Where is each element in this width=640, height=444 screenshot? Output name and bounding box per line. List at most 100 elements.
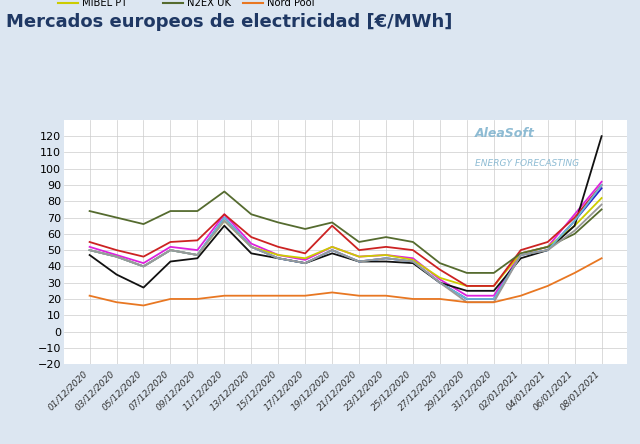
EPEX SPOT FR bbox=[517, 251, 525, 256]
N2EX UK bbox=[409, 239, 417, 245]
IPEX IT bbox=[409, 247, 417, 253]
MIBEL PT bbox=[382, 252, 390, 258]
Line: MIBEL ES: MIBEL ES bbox=[90, 136, 602, 291]
Nord Pool bbox=[248, 293, 255, 298]
MIBEL ES bbox=[409, 261, 417, 266]
EPEX SPOT BE bbox=[140, 264, 147, 269]
N2EX UK bbox=[598, 207, 605, 212]
EPEX SPOT FR bbox=[598, 179, 605, 184]
Line: EPEX SPOT NL: EPEX SPOT NL bbox=[90, 205, 602, 302]
IPEX IT bbox=[140, 254, 147, 259]
Line: EPEX SPOT FR: EPEX SPOT FR bbox=[90, 182, 602, 296]
IPEX IT bbox=[598, 182, 605, 188]
N2EX UK bbox=[221, 189, 228, 194]
EPEX SPOT FR bbox=[382, 252, 390, 258]
MIBEL ES bbox=[382, 259, 390, 264]
EPEX SPOT FR bbox=[275, 252, 282, 258]
MIBEL ES bbox=[544, 247, 552, 253]
MIBEL PT bbox=[355, 254, 363, 259]
EPEX SPOT BE bbox=[355, 259, 363, 264]
EPEX SPOT BE bbox=[86, 247, 93, 253]
Nord Pool bbox=[571, 270, 579, 276]
Nord Pool bbox=[140, 303, 147, 308]
MIBEL ES bbox=[140, 285, 147, 290]
EPEX SPOT BE bbox=[490, 296, 498, 301]
N2EX UK bbox=[193, 208, 201, 214]
EPEX SPOT FR bbox=[221, 212, 228, 217]
EPEX SPOT FR bbox=[355, 254, 363, 259]
MIBEL ES bbox=[598, 134, 605, 139]
MIBEL PT bbox=[113, 254, 120, 259]
N2EX UK bbox=[436, 261, 444, 266]
Nord Pool bbox=[113, 300, 120, 305]
MIBEL ES bbox=[248, 251, 255, 256]
MIBEL PT bbox=[301, 256, 309, 261]
N2EX UK bbox=[355, 239, 363, 245]
MIBEL PT bbox=[86, 247, 93, 253]
EPEX SPOT DE bbox=[598, 186, 605, 191]
IPEX IT bbox=[571, 215, 579, 220]
EPEX SPOT FR bbox=[571, 212, 579, 217]
EPEX SPOT NL bbox=[166, 247, 174, 253]
EPEX SPOT BE bbox=[409, 259, 417, 264]
EPEX SPOT BE bbox=[301, 261, 309, 266]
MIBEL ES bbox=[517, 256, 525, 261]
EPEX SPOT DE bbox=[86, 247, 93, 253]
EPEX SPOT NL bbox=[355, 259, 363, 264]
EPEX SPOT NL bbox=[140, 264, 147, 269]
Nord Pool bbox=[436, 296, 444, 301]
EPEX SPOT BE bbox=[598, 182, 605, 188]
EPEX SPOT FR bbox=[248, 241, 255, 246]
EPEX SPOT BE bbox=[166, 247, 174, 253]
EPEX SPOT BE bbox=[382, 256, 390, 261]
N2EX UK bbox=[517, 251, 525, 256]
EPEX SPOT BE bbox=[436, 280, 444, 285]
Line: MIBEL PT: MIBEL PT bbox=[90, 198, 602, 286]
MIBEL PT bbox=[275, 252, 282, 258]
IPEX IT bbox=[86, 239, 93, 245]
EPEX SPOT DE bbox=[140, 264, 147, 269]
Nord Pool bbox=[193, 296, 201, 301]
EPEX SPOT BE bbox=[328, 247, 336, 253]
MIBEL PT bbox=[544, 244, 552, 250]
EPEX SPOT NL bbox=[571, 228, 579, 233]
IPEX IT bbox=[517, 247, 525, 253]
Nord Pool bbox=[301, 293, 309, 298]
Nord Pool bbox=[490, 300, 498, 305]
EPEX SPOT FR bbox=[301, 257, 309, 262]
Text: ENERGY FORECASTING: ENERGY FORECASTING bbox=[475, 159, 579, 168]
Text: Mercados europeos de electricidad [€/MWh]: Mercados europeos de electricidad [€/MWh… bbox=[6, 13, 452, 32]
EPEX SPOT NL bbox=[221, 218, 228, 223]
EPEX SPOT NL bbox=[193, 252, 201, 258]
EPEX SPOT BE bbox=[113, 254, 120, 259]
MIBEL ES bbox=[166, 259, 174, 264]
Nord Pool bbox=[517, 293, 525, 298]
EPEX SPOT NL bbox=[275, 256, 282, 261]
Nord Pool bbox=[409, 296, 417, 301]
IPEX IT bbox=[301, 251, 309, 256]
EPEX SPOT FR bbox=[436, 277, 444, 282]
N2EX UK bbox=[571, 231, 579, 237]
EPEX SPOT DE bbox=[355, 259, 363, 264]
MIBEL PT bbox=[140, 264, 147, 269]
EPEX SPOT NL bbox=[490, 300, 498, 305]
Text: AleaSoft: AleaSoft bbox=[475, 127, 535, 140]
IPEX IT bbox=[113, 247, 120, 253]
EPEX SPOT NL bbox=[544, 247, 552, 253]
EPEX SPOT DE bbox=[248, 244, 255, 250]
N2EX UK bbox=[140, 222, 147, 227]
N2EX UK bbox=[275, 220, 282, 225]
IPEX IT bbox=[275, 244, 282, 250]
EPEX SPOT NL bbox=[301, 261, 309, 266]
EPEX SPOT DE bbox=[382, 256, 390, 261]
EPEX SPOT DE bbox=[275, 256, 282, 261]
N2EX UK bbox=[490, 270, 498, 276]
MIBEL PT bbox=[221, 218, 228, 223]
EPEX SPOT DE bbox=[113, 254, 120, 259]
N2EX UK bbox=[248, 212, 255, 217]
Nord Pool bbox=[166, 296, 174, 301]
EPEX SPOT DE bbox=[328, 247, 336, 253]
IPEX IT bbox=[490, 283, 498, 289]
N2EX UK bbox=[463, 270, 470, 276]
IPEX IT bbox=[382, 244, 390, 250]
